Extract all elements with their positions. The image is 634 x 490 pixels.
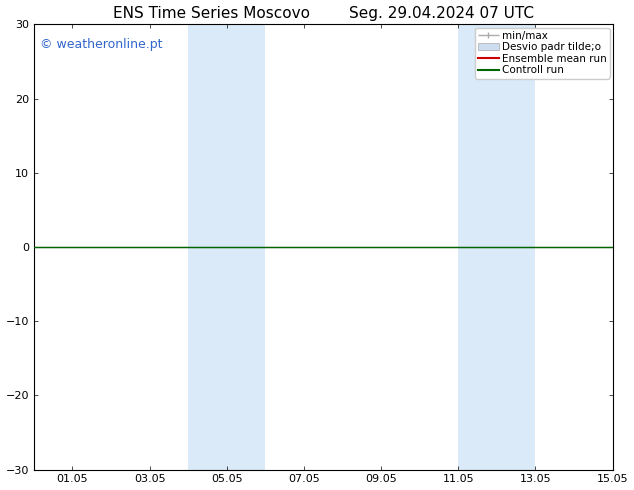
Title: ENS Time Series Moscovo        Seg. 29.04.2024 07 UTC: ENS Time Series Moscovo Seg. 29.04.2024 … [113, 5, 534, 21]
Legend: min/max, Desvio padr tilde;o, Ensemble mean run, Controll run: min/max, Desvio padr tilde;o, Ensemble m… [474, 27, 609, 78]
Bar [188, 24, 266, 469]
Bar [458, 24, 536, 469]
Text: © weatheronline.pt: © weatheronline.pt [40, 38, 162, 51]
